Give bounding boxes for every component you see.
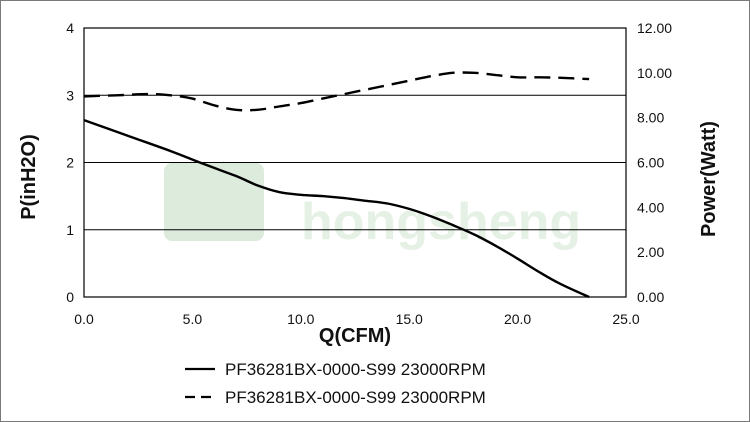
y2-tick-label: 10.00 — [637, 65, 672, 81]
pressure-curve — [83, 118, 590, 299]
series-layer — [83, 71, 590, 299]
y-tick-label: 4 — [66, 20, 74, 36]
plot-area — [83, 27, 627, 298]
x-tick-label: 20.0 — [504, 311, 531, 327]
watermark-text: hongsheng — [301, 193, 581, 251]
x-tick-label: 15.0 — [396, 311, 423, 327]
y2-tick-label: 8.00 — [637, 110, 664, 126]
y-tick-label: 3 — [66, 87, 74, 103]
y2-tick-label: 4.00 — [637, 199, 664, 215]
x-tick-label: 10.0 — [287, 311, 314, 327]
x-axis-title: Q(CFM) — [319, 325, 391, 347]
legend: PF36281BX-0000-S99 23000RPM PF36281BX-00… — [185, 360, 486, 407]
watermark-logo: hongsheng — [164, 163, 581, 251]
y-tick-label: 0 — [66, 289, 74, 305]
legend-label-pressure: PF36281BX-0000-S99 23000RPM — [225, 360, 486, 379]
y2-tick-label: 12.00 — [637, 20, 672, 36]
y-tick-label: 2 — [66, 155, 74, 171]
x-tick-label: 5.0 — [183, 311, 203, 327]
legend-label-power: PF36281BX-0000-S99 23000RPM — [225, 388, 486, 407]
grid-lines — [84, 94, 626, 231]
y2-tick-label: 2.00 — [637, 244, 664, 260]
y2-axis-title: Power(Watt) — [698, 121, 720, 237]
y2-tick-label: 6.00 — [637, 155, 664, 171]
x-tick-label: 0.0 — [74, 311, 94, 327]
power-curve — [83, 71, 590, 112]
y2-tick-label: 0.00 — [637, 289, 664, 305]
plot-border — [83, 27, 627, 298]
tick-labels: 0.0 5.0 10.0 15.0 20.0 25.0 0 1 2 3 4 0.00 2.00 4.00 6… — [66, 20, 672, 327]
y-tick-label: 1 — [66, 222, 74, 238]
y-axis-title: P(inH2O) — [18, 134, 40, 220]
watermark-logo-mark — [164, 163, 264, 241]
x-tick-label: 25.0 — [612, 311, 639, 327]
